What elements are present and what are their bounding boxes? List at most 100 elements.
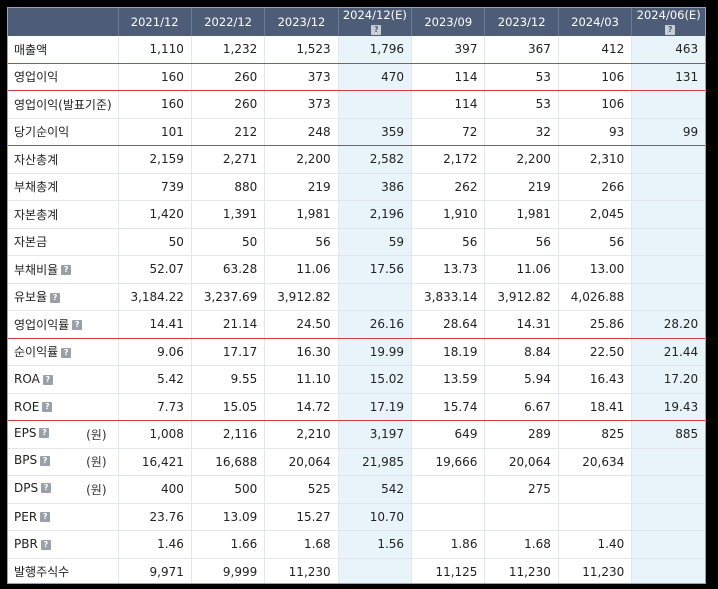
- value-cell: 7.73: [117, 393, 192, 421]
- value-cell: 373: [264, 63, 339, 91]
- row-label-cell: 매출액: [8, 36, 118, 64]
- financial-summary-panel: 2021/12 2022/12 2023/12 2024/12(E)? 2023/09 2…: [7, 7, 706, 584]
- value-cell: 14.72: [264, 393, 339, 421]
- value-cell: 2,210: [264, 420, 339, 449]
- row-label-cell: PER?: [8, 503, 118, 531]
- value-cell: 9.55: [190, 365, 265, 394]
- row-label: PBR: [14, 537, 38, 552]
- help-icon[interactable]: ?: [50, 292, 61, 303]
- row-label-cell: 당기순이익: [8, 118, 118, 146]
- row-unit: (원): [86, 427, 107, 442]
- value-cell: 2,196: [337, 200, 412, 229]
- row-label: 자산총계: [14, 152, 59, 167]
- value-cell: 52.07: [117, 255, 192, 284]
- value-cell: 11,230: [484, 558, 559, 583]
- help-icon[interactable]: ?: [72, 320, 83, 331]
- value-cell: 93: [557, 118, 632, 146]
- value-cell: [631, 228, 705, 256]
- table-row: 당기순이익 101 212 248 359 72 32 93 99: [8, 118, 705, 146]
- value-cell: 649: [411, 420, 485, 449]
- row-label: 영업이익률: [14, 317, 70, 332]
- value-cell: 3,197: [337, 420, 412, 449]
- row-label-cell: 자산총계: [8, 145, 118, 174]
- value-cell: 6.67: [484, 393, 559, 421]
- table-row: DPS? (원) 400 500 525 542 275: [8, 475, 705, 504]
- help-icon[interactable]: ?: [61, 265, 72, 276]
- value-cell: 13.73: [411, 255, 485, 284]
- value-cell: 1.56: [337, 530, 412, 559]
- table-row: 영업이익 160 260 373 470 114 53 106 131: [8, 63, 705, 91]
- row-label: ROE: [14, 399, 40, 414]
- help-icon[interactable]: ?: [40, 539, 51, 550]
- value-cell: 19,666: [411, 448, 485, 476]
- row-label-cell: ROA?: [8, 365, 118, 394]
- row-label: 영업이익(발표기준): [14, 97, 112, 112]
- row-label: 순이익률: [14, 345, 59, 360]
- value-cell: 275: [484, 475, 559, 504]
- row-label: 매출액: [14, 42, 48, 57]
- value-cell: [631, 558, 705, 583]
- help-icon[interactable]: ?: [665, 24, 676, 35]
- help-icon[interactable]: ?: [61, 347, 72, 358]
- value-cell: 9,999: [190, 558, 265, 583]
- row-label-cell: BPS? (원): [8, 448, 118, 476]
- help-icon[interactable]: ?: [40, 455, 51, 466]
- table-row: BPS? (원) 16,421 16,688 20,064 21,985 19,666 20,…: [8, 448, 705, 476]
- table-row: ROE? 7.73 15.05 14.72 17.19 15.74 6.67 18.41 19.…: [8, 393, 705, 421]
- value-cell: [557, 503, 632, 531]
- help-icon[interactable]: ?: [41, 483, 52, 494]
- value-cell: 50: [190, 228, 265, 256]
- value-cell: [631, 173, 705, 201]
- value-cell: 114: [411, 63, 485, 91]
- table-row: 자본총계 1,420 1,391 1,981 2,196 1,910 1,981 2,045: [8, 200, 705, 229]
- table-row: PER? 23.76 13.09 15.27 10.70: [8, 503, 705, 531]
- header-label: 2021/12: [130, 15, 179, 29]
- help-icon[interactable]: ?: [40, 512, 51, 523]
- value-cell: 367: [484, 36, 559, 64]
- row-label: 유보율: [14, 290, 48, 305]
- help-icon[interactable]: ?: [42, 402, 53, 413]
- value-cell: 16.43: [557, 365, 632, 394]
- value-cell: 1,110: [117, 36, 192, 64]
- value-cell: 289: [484, 420, 559, 449]
- value-cell: 21.14: [190, 310, 265, 339]
- value-cell: 24.50: [264, 310, 339, 339]
- row-label: EPS: [14, 425, 37, 440]
- help-icon[interactable]: ?: [42, 374, 53, 385]
- value-cell: 28.20: [631, 310, 705, 339]
- value-cell: 101: [117, 118, 192, 146]
- table-row: EPS? (원) 1,008 2,116 2,210 3,197 649 289 825 885: [8, 420, 705, 449]
- header-period: 2023/12: [264, 8, 339, 36]
- value-cell: 1,420: [117, 200, 192, 229]
- value-cell: 412: [557, 36, 632, 64]
- table-row: 부채비율? 52.07 63.28 11.06 17.56 13.73 11.06 13.00: [8, 255, 705, 284]
- value-cell: 262: [411, 173, 485, 201]
- value-cell: 18.41: [557, 393, 632, 421]
- value-cell: [631, 503, 705, 531]
- help-icon[interactable]: ?: [39, 428, 50, 439]
- header-label: 2024/12(E): [342, 8, 407, 22]
- value-cell: 56: [484, 228, 559, 256]
- table-row: 부채총계 739 880 219 386 262 219 266: [8, 173, 705, 201]
- value-cell: 106: [557, 63, 632, 91]
- value-cell: [631, 283, 705, 311]
- value-cell: 1,523: [264, 36, 339, 64]
- row-label-cell: 순이익률?: [8, 338, 118, 366]
- value-cell: 20,634: [557, 448, 632, 476]
- table-row: PBR? 1.46 1.66 1.68 1.56 1.86 1.68 1.40: [8, 530, 705, 559]
- help-icon[interactable]: ?: [371, 24, 382, 35]
- value-cell: 1.68: [484, 530, 559, 559]
- value-cell: [631, 255, 705, 284]
- value-cell: 13.09: [190, 503, 265, 531]
- value-cell: 19.99: [337, 338, 412, 366]
- value-cell: 53: [484, 90, 559, 119]
- header-period: 2021/12: [117, 8, 192, 36]
- row-label: 부채비율: [14, 262, 59, 277]
- value-cell: [631, 90, 705, 119]
- value-cell: 10.70: [337, 503, 412, 531]
- row-label-cell: 영업이익(발표기준): [8, 90, 118, 119]
- value-cell: 13.00: [557, 255, 632, 284]
- value-cell: 400: [117, 475, 192, 504]
- value-cell: 20,064: [484, 448, 559, 476]
- value-cell: 8.84: [484, 338, 559, 366]
